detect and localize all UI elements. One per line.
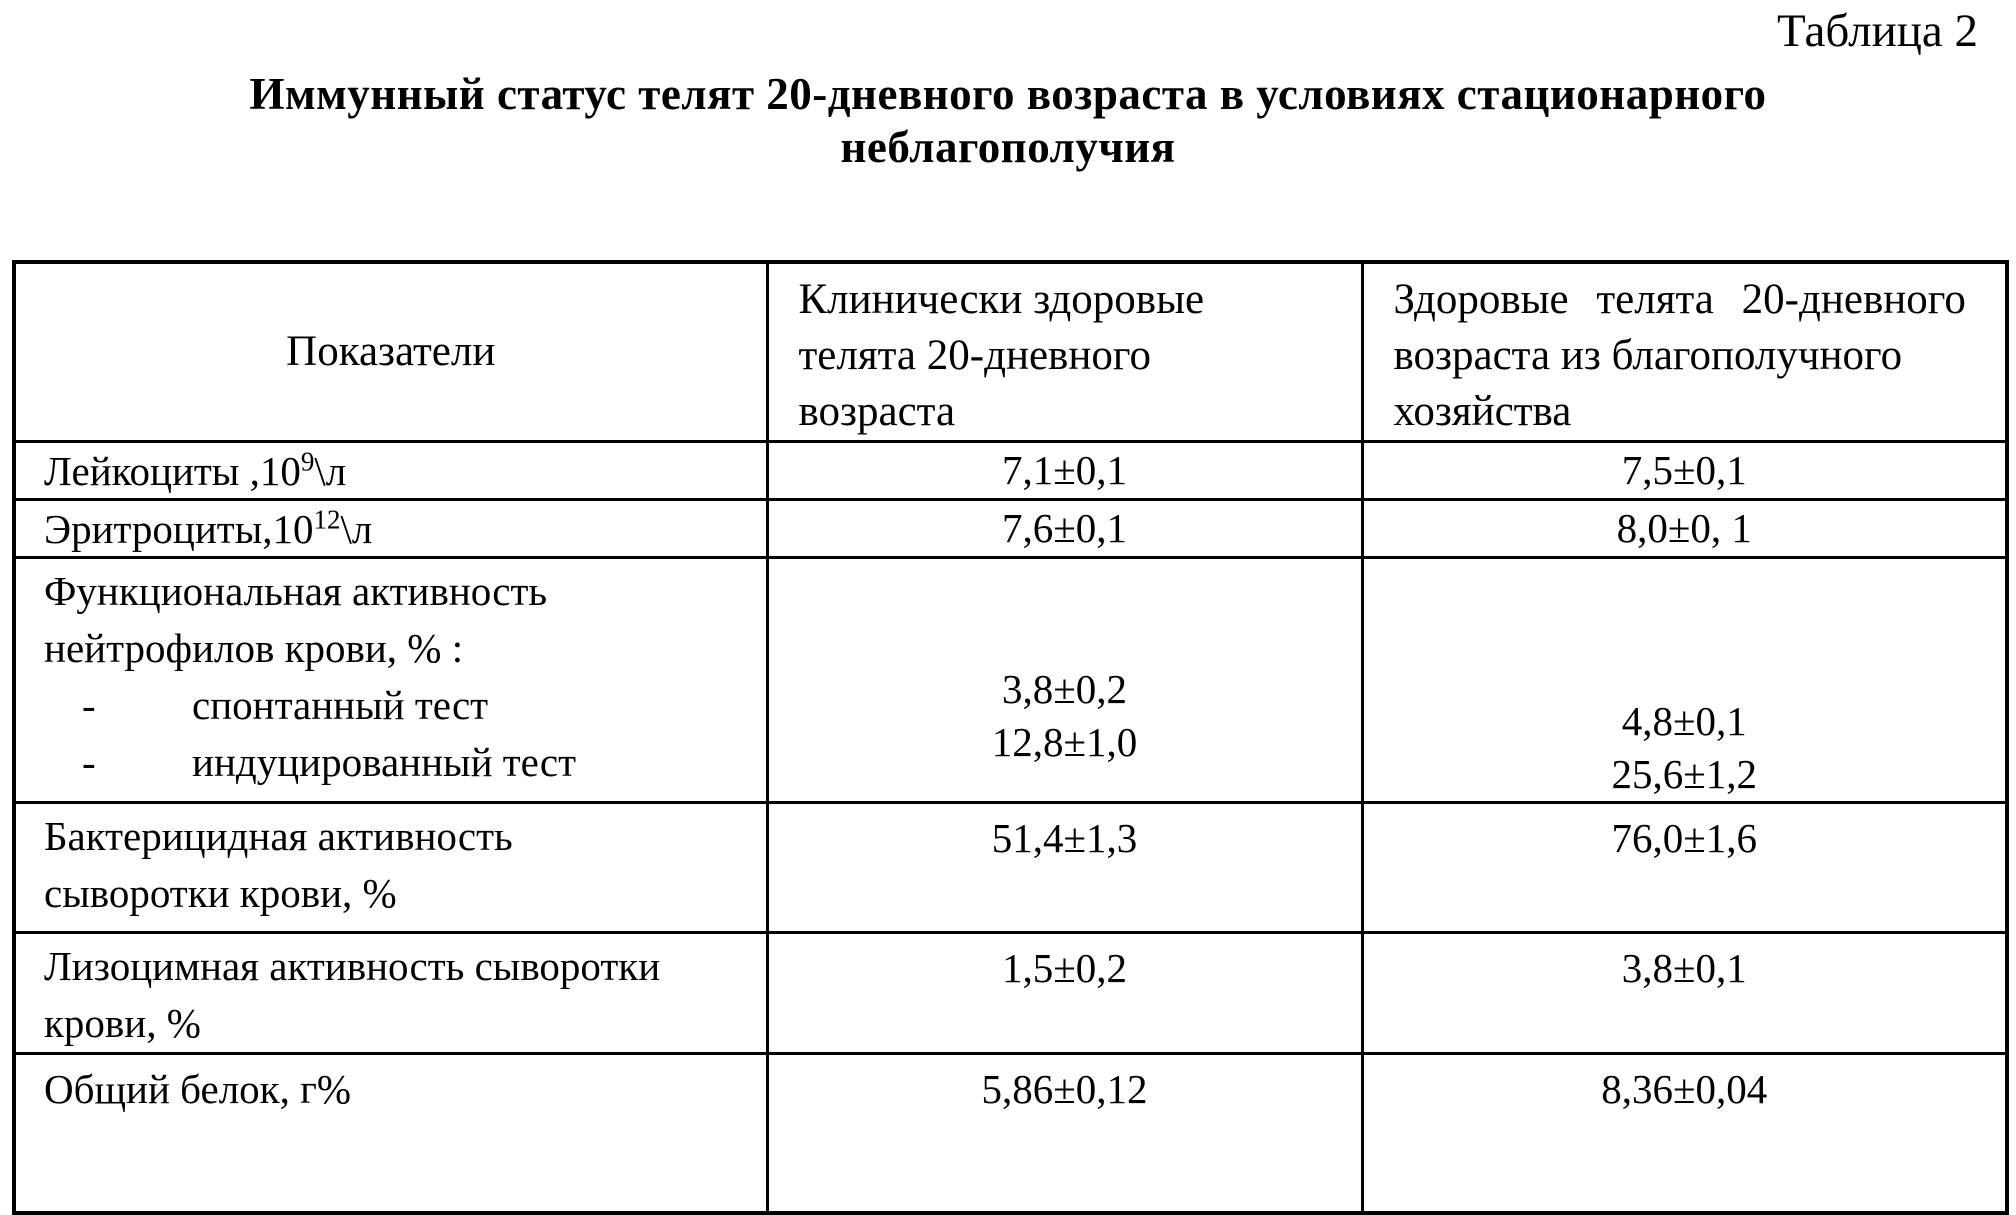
neutrophil-label-line2: нейтрофилов крови, % :: [44, 625, 464, 672]
neutrophil-item-spontaneous: - спонтанный тест: [44, 677, 756, 734]
document-title: Иммунный статус телят 20-дневного возрас…: [0, 68, 2016, 174]
row-total-protein-value-group2: 8,36±0,04: [1360, 1052, 2009, 1215]
row-erythrocytes: Эритроциты,1012\л 7,6±0,1 8,0±0, 1: [12, 498, 2009, 560]
header-group2-line3: хозяйства: [1393, 387, 1572, 435]
header-group-healthy-farm: Здоровые телята 20-дневного возраста из …: [1360, 260, 2009, 443]
header-group1-line2: телята 20-дневного: [798, 331, 1151, 379]
header-group-clinically-healthy: Клинически здоровые телята 20-дневного в…: [765, 260, 1364, 443]
row-neutrophil-values-group1: 3,8±0,2 12,8±1,0: [765, 556, 1364, 805]
row-bactericidal-label: Бактерицидная активность сыворотки крови…: [12, 801, 769, 935]
row-leukocytes-value-group1: 7,1±0,1: [765, 439, 1364, 502]
row-neutrophil-activity: Функциональная активность нейтрофилов кр…: [12, 556, 2009, 805]
row-total-protein: Общий белок, г% 5,86±0,12 8,36±0,04: [12, 1052, 2009, 1215]
lysozyme-label-line2: крови, %: [44, 1000, 201, 1047]
row-bactericidal-value-group2: 76,0±1,6: [1360, 801, 2009, 935]
row-lysozyme-value-group1: 1,5±0,2: [765, 931, 1364, 1056]
header-group2-line1: Здоровые телята 20-дневного: [1393, 275, 1966, 323]
document-title-line1: Иммунный статус телят 20-дневного возрас…: [249, 68, 1767, 119]
row-erythrocytes-value-group1: 7,6±0,1: [765, 498, 1364, 560]
neutrophil-group2-induced-value: 25,6±1,2: [1611, 751, 1757, 798]
row-erythrocytes-unit: \л: [340, 506, 373, 553]
lysozyme-label-line1: Лизоцимная активность сыворотки: [44, 943, 661, 990]
row-bactericidal-value-group1: 51,4±1,3: [765, 801, 1364, 935]
row-leukocytes-value-group2: 7,5±0,1: [1360, 439, 2009, 502]
row-leukocytes-label: Лейкоциты ,109\л: [12, 439, 769, 502]
dash-bullet: -: [82, 739, 96, 786]
neutrophil-item-induced: - индуцированный тест: [44, 734, 756, 791]
bactericidal-label-line2: сыворотки крови, %: [44, 870, 397, 917]
row-leukocytes-unit: \л: [314, 447, 347, 494]
table-header-row: Показатели Клинически здоровые телята 20…: [12, 260, 2009, 443]
row-neutrophil-values-group2: 4,8±0,1 25,6±1,2: [1360, 556, 2009, 805]
neutrophil-label-line1: Функциональная активность: [44, 568, 548, 615]
row-lysozyme-value-group2: 3,8±0,1: [1360, 931, 2009, 1056]
header-group1-line3: возраста: [798, 387, 956, 435]
row-total-protein-value-group1: 5,86±0,12: [765, 1052, 1364, 1215]
neutrophil-item-induced-label: индуцированный тест: [192, 739, 577, 786]
header-indicators: Показатели: [12, 260, 769, 443]
row-leukocytes-exponent: 9: [300, 446, 315, 477]
neutrophil-group1-induced-value: 12,8±1,0: [991, 719, 1138, 766]
neutrophil-group1-spontaneous-value: 3,8±0,2: [1001, 666, 1127, 713]
row-lysozyme: Лизоцимная активность сыворотки крови, %…: [12, 931, 2009, 1056]
row-leukocytes-label-text: Лейкоциты ,10: [44, 447, 301, 494]
dash-bullet: -: [82, 682, 96, 729]
immune-status-table: Показатели Клинически здоровые телята 20…: [12, 259, 2009, 1215]
bactericidal-label-line1: Бактерицидная активность: [44, 813, 513, 860]
row-bactericidal: Бактерицидная активность сыворотки крови…: [12, 801, 2009, 935]
row-leukocytes: Лейкоциты ,109\л 7,1±0,1 7,5±0,1: [12, 439, 2009, 502]
row-lysozyme-label: Лизоцимная активность сыворотки крови, %: [12, 931, 769, 1056]
row-erythrocytes-value-group2: 8,0±0, 1: [1360, 498, 2009, 560]
row-erythrocytes-label: Эритроциты,1012\л: [12, 498, 769, 560]
header-group2-line2: возраста из благополучного: [1393, 331, 1903, 379]
table-number-label: Таблица 2: [1776, 5, 1978, 57]
row-erythrocytes-exponent: 12: [313, 504, 341, 535]
neutrophil-group2-spontaneous-value: 4,8±0,1: [1621, 698, 1747, 745]
header-group1-line1: Клинически здоровые: [798, 275, 1205, 323]
document-title-line2: неблагополучия: [840, 121, 1176, 172]
neutrophil-item-spontaneous-label: спонтанный тест: [192, 682, 489, 729]
row-total-protein-label: Общий белок, г%: [12, 1052, 769, 1215]
row-neutrophil-activity-label: Функциональная активность нейтрофилов кр…: [12, 556, 769, 805]
row-erythrocytes-label-text: Эритроциты,10: [44, 506, 314, 553]
